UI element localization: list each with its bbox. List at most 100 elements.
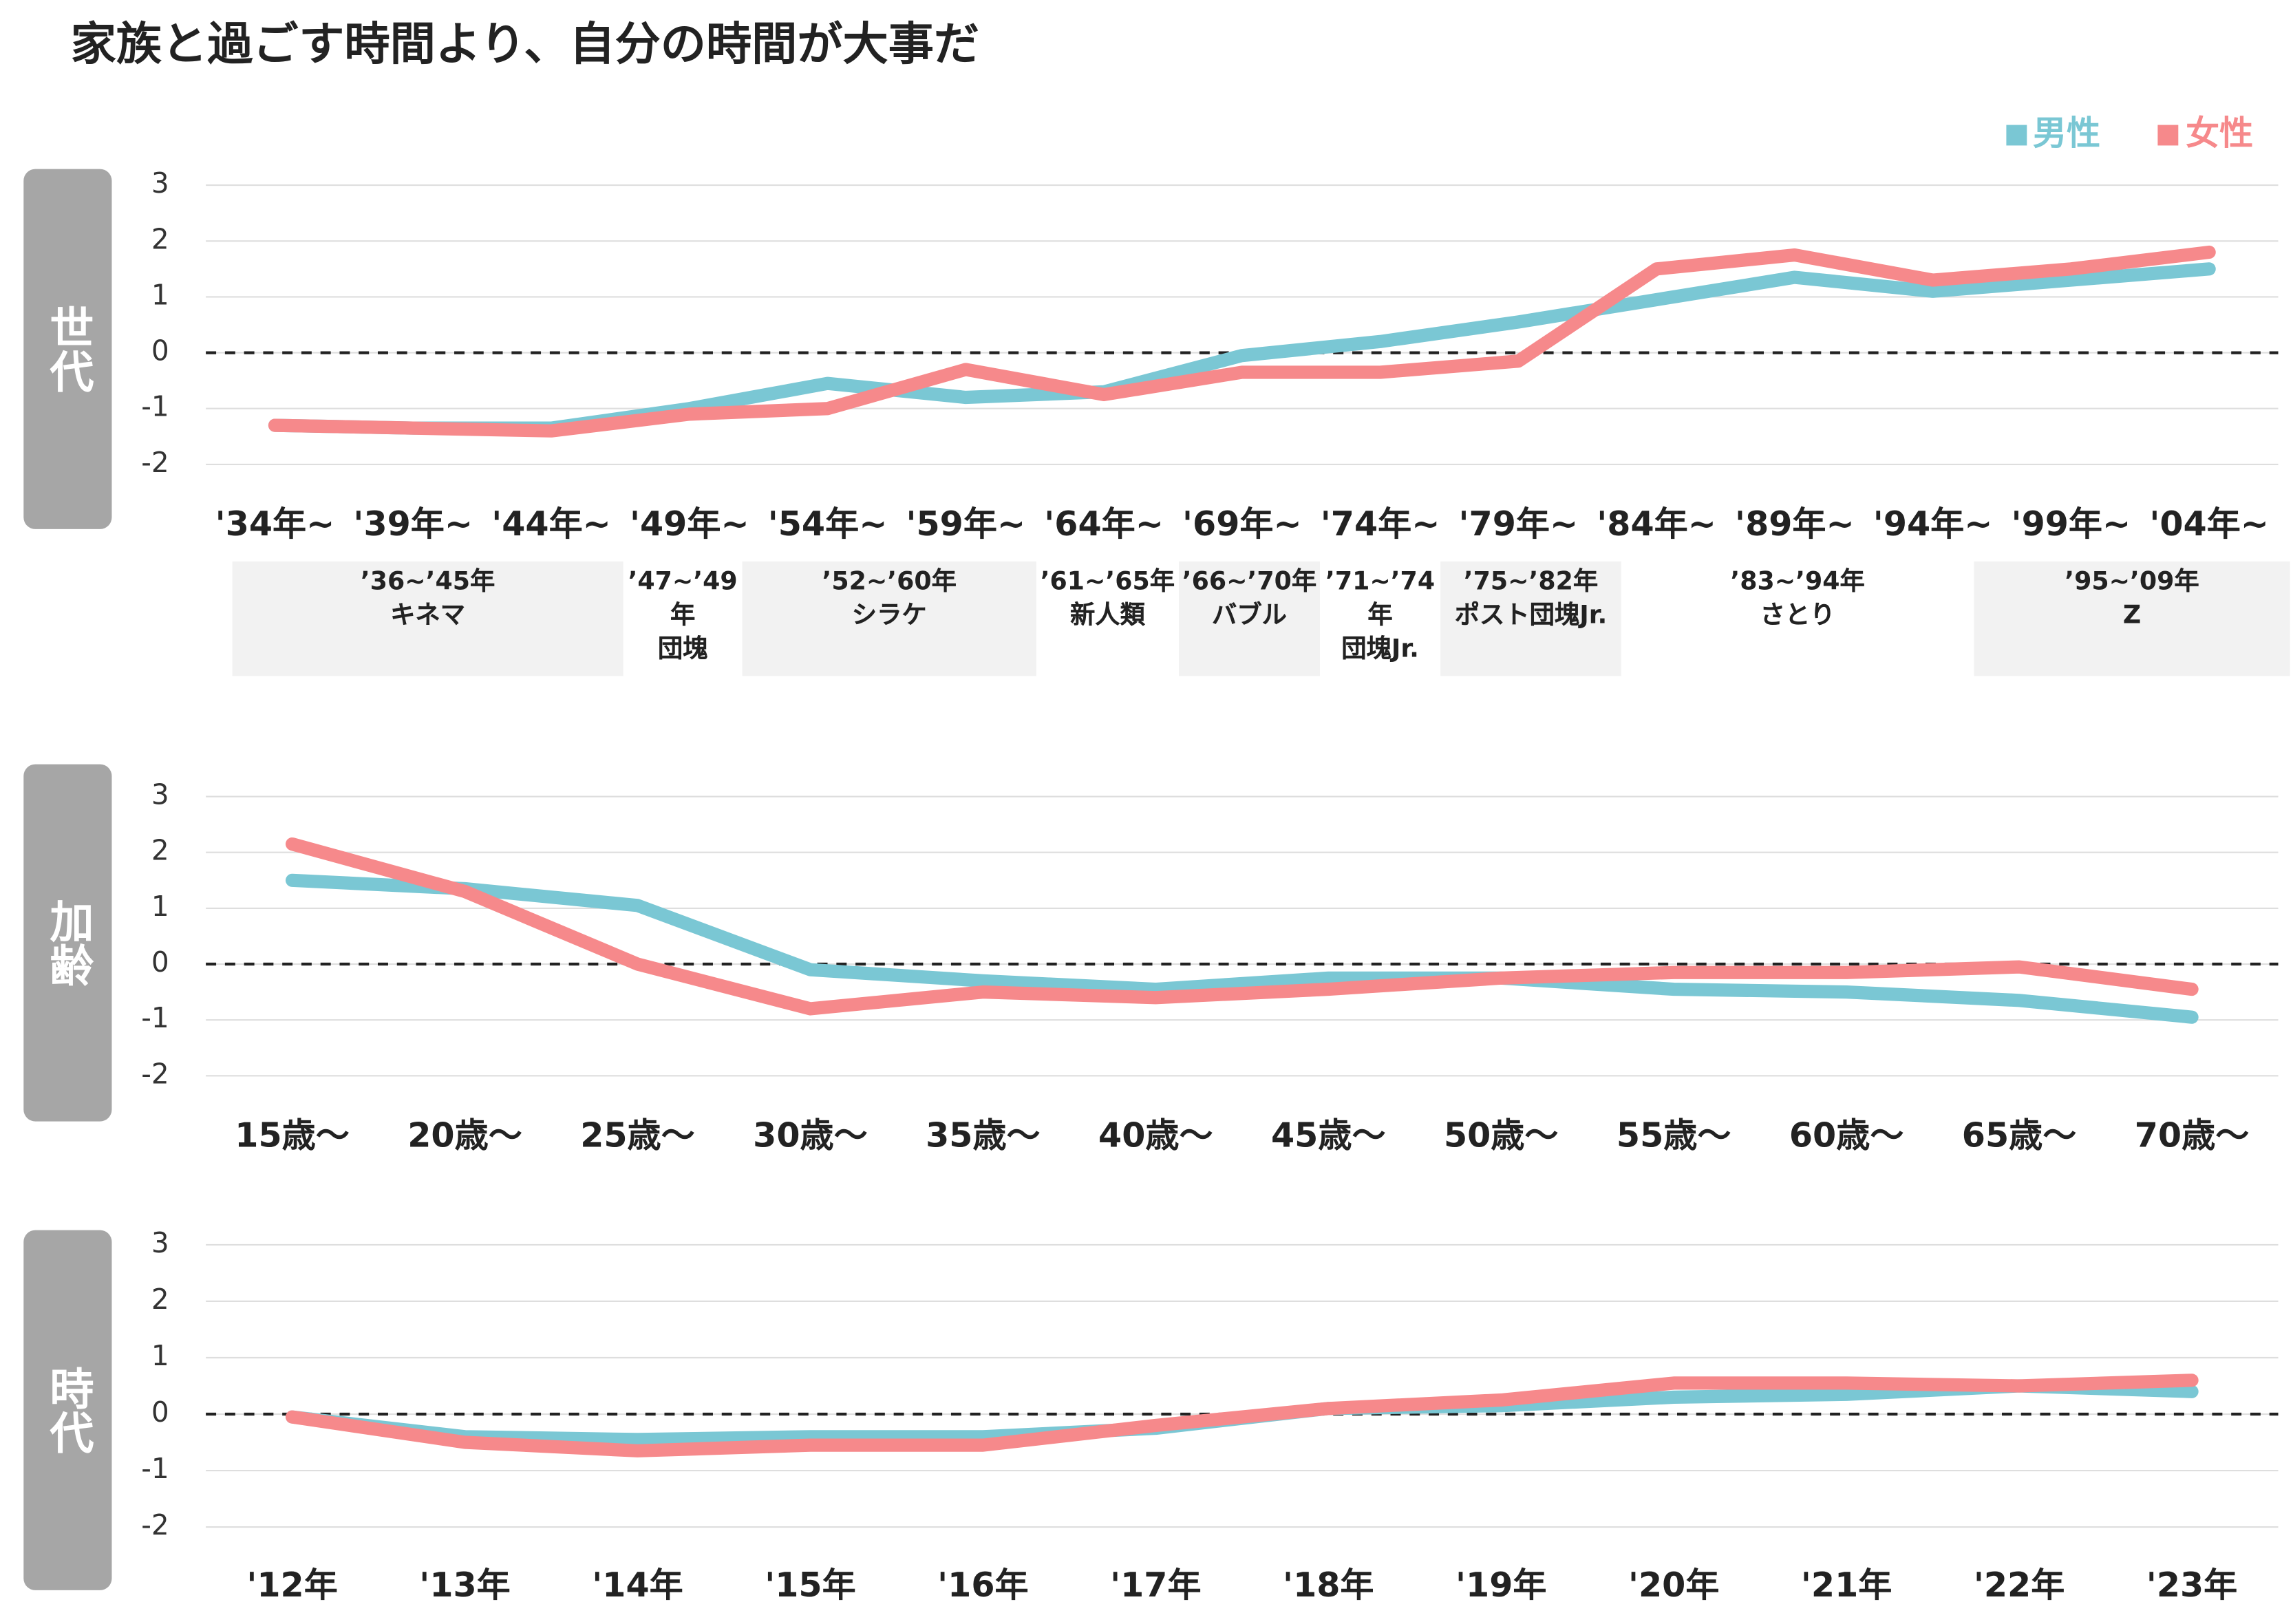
x-tick-label: '74年~	[1321, 504, 1440, 544]
x-tick-label: 60歳～	[1789, 1115, 1904, 1155]
x-tick-label: '79年~	[1459, 504, 1579, 544]
x-tick-label: 25歳～	[580, 1115, 695, 1155]
x-tick-label: '64年~	[1044, 504, 1164, 544]
x-tick-label: '99年~	[2012, 504, 2131, 544]
y-tick-label: 0	[151, 1396, 169, 1429]
x-tick-label: 50歳～	[1444, 1115, 1559, 1155]
generation-years: ’61~’65年	[1040, 567, 1175, 597]
series-line	[285, 837, 2199, 1016]
generation-box	[232, 561, 623, 676]
generation-box	[1974, 561, 2290, 676]
x-tick-label: '94年~	[1873, 504, 1993, 544]
page-title: 家族と過ごす時間より、自分の時間が大事だ	[71, 17, 979, 70]
generation-name: 団塊Jr.	[1341, 634, 1419, 665]
x-tick-label: 70歳～	[2135, 1115, 2250, 1155]
panel-label: 加齢	[42, 899, 94, 987]
legend-label: 女性	[2186, 113, 2253, 153]
y-tick-label: -1	[141, 1452, 169, 1485]
x-tick-label: '69年~	[1182, 504, 1302, 544]
x-tick-label: '84年~	[1597, 504, 1716, 544]
x-tick-label: '39年~	[353, 504, 473, 544]
y-tick-label: 0	[151, 945, 169, 979]
x-tick-label: '19年	[1455, 1565, 1547, 1605]
x-tick-label: '14年	[592, 1565, 683, 1605]
x-tick-label: 65歳～	[1962, 1115, 2077, 1155]
x-tick-label: '44年~	[491, 504, 611, 544]
legend-label: 男性	[2033, 113, 2100, 153]
x-tick-label: '17年	[1110, 1565, 1202, 1605]
generation-name: バブル	[1212, 601, 1287, 631]
x-tick-label: 30歳～	[753, 1115, 868, 1155]
panel-label-box	[23, 1230, 112, 1590]
x-tick-label: '34年~	[215, 504, 335, 544]
x-tick-label: '89年~	[1735, 504, 1855, 544]
y-tick-label: 3	[151, 1226, 169, 1259]
generation-years: ’71~’74年	[1325, 567, 1436, 631]
y-tick-label: 2	[151, 1283, 169, 1316]
generation-text: ’47~’49年 団塊	[623, 562, 743, 676]
x-tick-label: '21年	[1801, 1565, 1892, 1605]
y-tick-label: 2	[151, 834, 169, 867]
y-tick-label: -2	[141, 1057, 169, 1090]
x-tick-label: '15年	[765, 1565, 856, 1605]
x-tick-label: '49年~	[630, 504, 749, 544]
y-tick-label: 1	[151, 1339, 169, 1372]
x-tick-label: 40歳～	[1098, 1115, 1213, 1155]
generation-years: ’66~’70年	[1182, 567, 1317, 597]
generation-text: ’71~’74年 団塊Jr.	[1320, 562, 1440, 676]
generation-box	[1440, 561, 1621, 676]
generation-years: ’47~’49年	[628, 567, 738, 631]
generation-name: ポスト団塊Jr.	[1454, 601, 1608, 631]
generation-box	[1178, 561, 1321, 676]
series-line	[285, 1374, 2199, 1457]
series-line	[268, 262, 2216, 435]
legend-swatch	[2006, 125, 2027, 146]
generation-name: 新人類	[1069, 601, 1145, 631]
x-tick-label: 35歳～	[926, 1115, 1041, 1155]
x-tick-label: '18年	[1283, 1565, 1374, 1605]
generation-box	[742, 561, 1036, 676]
y-tick-label: -2	[141, 1508, 169, 1541]
y-tick-label: 3	[151, 778, 169, 811]
x-tick-label: 20歳～	[407, 1115, 522, 1155]
generation-years: ’83~’94年	[1730, 567, 1865, 597]
generation-years: ’75~’82年	[1463, 567, 1599, 597]
generation-text: ’95~’09年 Z	[1974, 562, 2290, 676]
x-tick-label: '04年~	[2149, 504, 2269, 544]
generation-label: ’95~’09年 Z	[1974, 562, 2290, 676]
generation-name: 団塊	[657, 634, 708, 665]
series-line	[268, 245, 2216, 438]
legend-swatch	[2157, 125, 2179, 146]
x-tick-label: 55歳～	[1617, 1115, 1731, 1155]
generation-name: キネマ	[390, 601, 466, 631]
x-tick-label: '20年	[1628, 1565, 1720, 1605]
generation-years: ’52~’60年	[822, 567, 957, 597]
y-tick-label: 0	[151, 334, 169, 367]
generation-text: ’36~’45年 キネマ	[233, 562, 623, 676]
generation-name: Z	[2122, 601, 2142, 631]
y-tick-label: -1	[141, 1001, 169, 1034]
x-tick-label: '16年	[937, 1565, 1029, 1605]
x-tick-label: '12年	[246, 1565, 337, 1605]
generation-name: さとり	[1760, 601, 1835, 631]
generation-text: ’83~’94年 さとり	[1621, 562, 1974, 676]
generation-years: ’95~’09年	[2065, 567, 2199, 597]
panel-label: 時代	[42, 1366, 94, 1454]
y-tick-label: 1	[151, 890, 169, 923]
generation-text: ’61~’65年 新人類	[1036, 562, 1179, 676]
panel-label-box	[23, 169, 112, 529]
panel-label: 世代	[42, 305, 94, 393]
x-tick-label: '23年	[2146, 1565, 2238, 1605]
x-tick-label: 45歳～	[1271, 1115, 1386, 1155]
generation-text: ’52~’60年 シラケ	[743, 562, 1036, 676]
y-tick-label: -2	[141, 446, 169, 479]
y-tick-label: 3	[151, 167, 169, 200]
x-tick-label: '54年~	[768, 504, 888, 544]
